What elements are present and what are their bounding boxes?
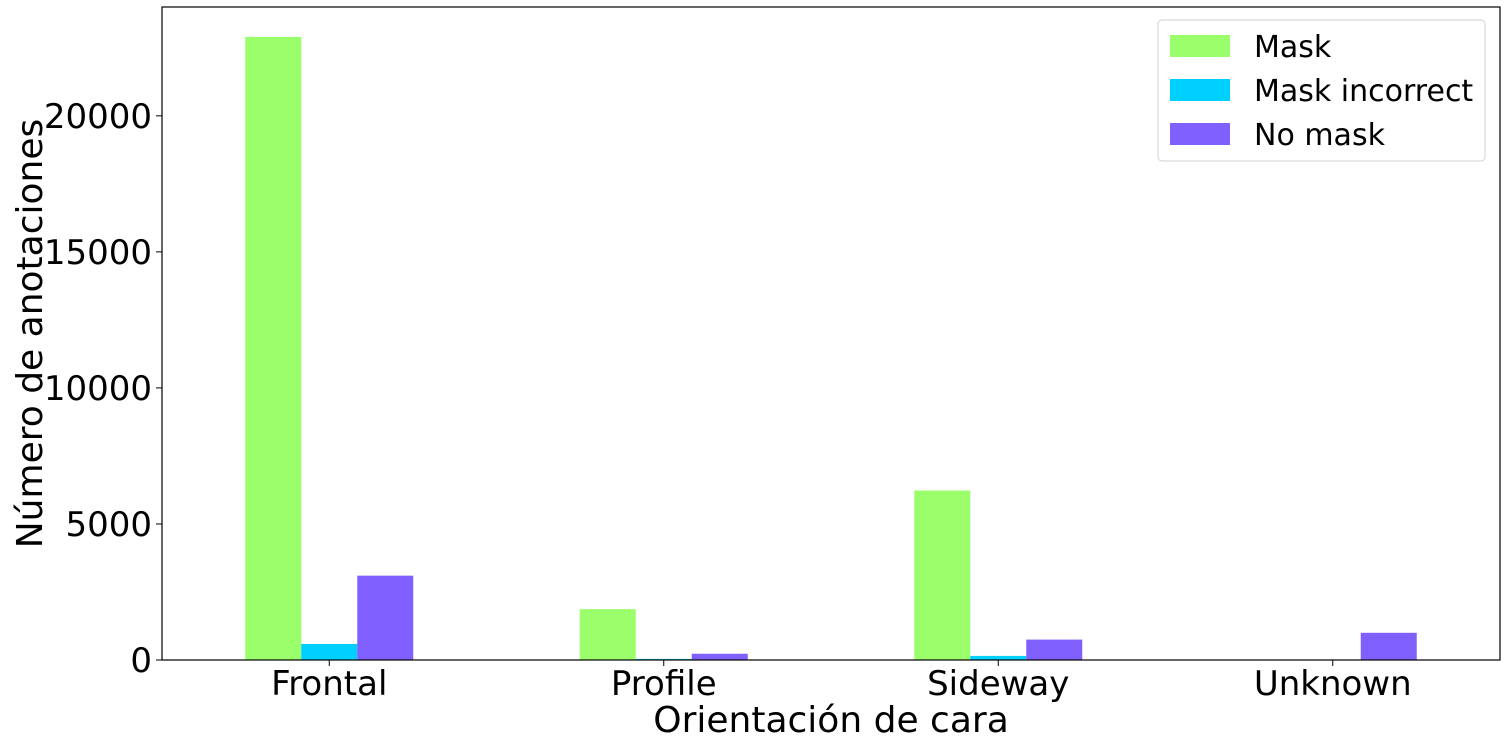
x-tick-label: Frontal <box>271 664 387 704</box>
x-axis: Frontal Profile Sideway Unknown <box>271 660 1412 704</box>
legend: Mask Mask incorrect No mask <box>1157 19 1486 162</box>
legend-swatch-mask <box>1170 35 1230 57</box>
bar-sideway-no-mask <box>1026 639 1083 660</box>
bar-sideway-mask-incorrect <box>970 655 1027 660</box>
bar-frontal-mask <box>245 36 302 661</box>
y-tick-label: 5000 <box>65 505 152 545</box>
y-axis: 0 5000 10000 15000 20000 <box>44 97 162 681</box>
y-tick-label: 20000 <box>44 97 152 137</box>
legend-label: No mask <box>1254 118 1386 153</box>
y-tick-label: 15000 <box>44 233 152 273</box>
x-tick-label: Unknown <box>1254 664 1412 704</box>
bars-group <box>245 36 1417 661</box>
legend-label: Mask incorrect <box>1254 74 1473 109</box>
bar-profile-no-mask <box>691 653 748 660</box>
x-tick-label: Profile <box>611 664 717 704</box>
bar-frontal-no-mask <box>357 575 414 660</box>
x-axis-title: Orientación de cara <box>653 700 1009 741</box>
y-tick-label: 10000 <box>44 369 152 409</box>
x-tick-label: Sideway <box>927 664 1069 704</box>
legend-swatch-no-mask <box>1170 123 1230 145</box>
bar-sideway-mask <box>914 490 971 660</box>
y-axis-title: Número de anotaciones <box>10 119 51 549</box>
y-tick-label: 0 <box>130 641 152 681</box>
legend-label: Mask <box>1254 30 1332 65</box>
bar-unknown-no-mask <box>1360 632 1417 660</box>
bar-frontal-mask-incorrect <box>301 643 358 660</box>
plot-frame <box>161 6 1501 661</box>
legend-frame <box>1157 19 1486 162</box>
legend-swatch-mask-incorrect <box>1170 79 1230 101</box>
bar-profile-mask <box>579 609 636 660</box>
